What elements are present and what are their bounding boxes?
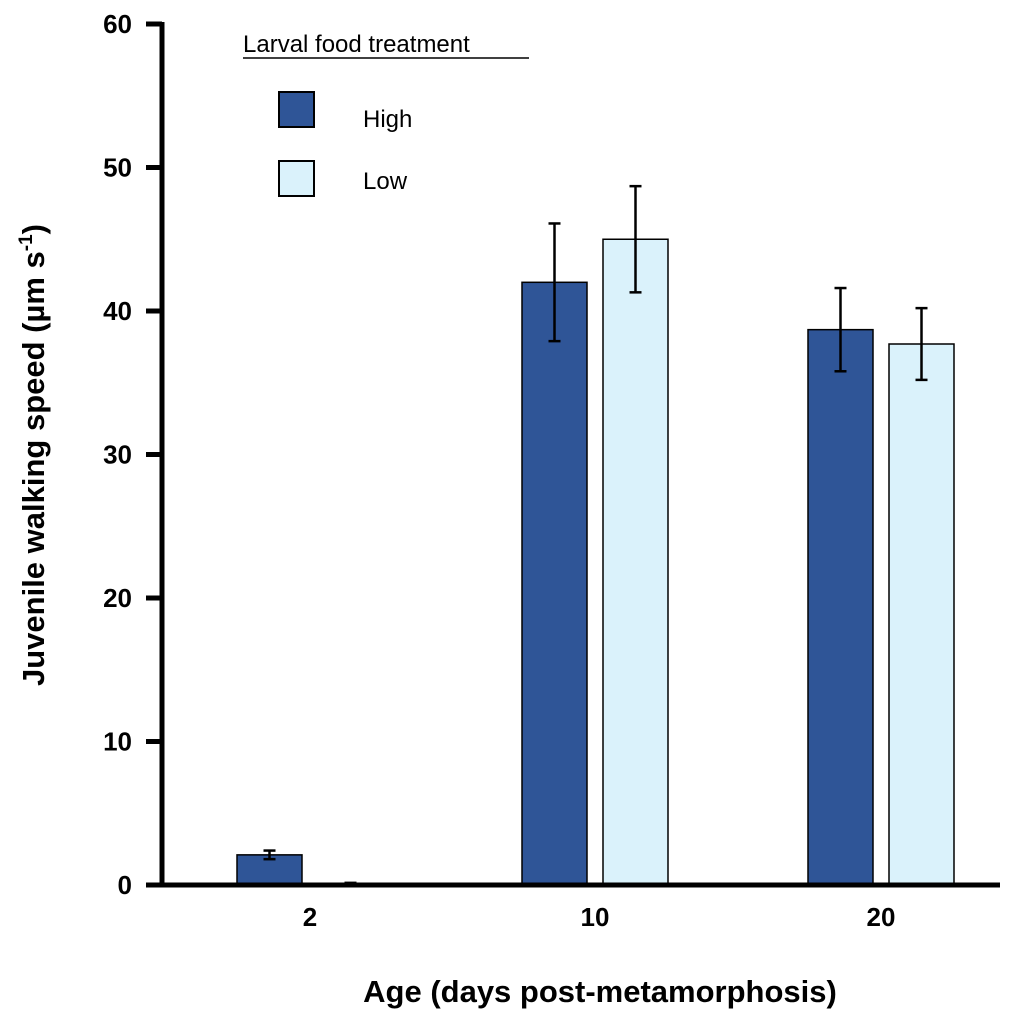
- x-tick-label: 10: [581, 902, 610, 932]
- y-axis-title-close: ): [16, 224, 51, 234]
- x-tick-label: 20: [867, 902, 896, 932]
- legend-title: Larval food treatment: [243, 31, 470, 58]
- legend-swatch-high: [278, 91, 315, 128]
- legend: Larval food treatment High Low: [243, 31, 529, 197]
- y-tick-label: 40: [103, 296, 132, 326]
- y-ticks-group: 0 10 20 30 40 50 60: [103, 9, 162, 900]
- legend-items: High Low: [278, 91, 412, 197]
- y-tick-label: 20: [103, 583, 132, 613]
- y-tick-label: 10: [103, 727, 132, 757]
- bar-high-10: [521, 281, 588, 886]
- y-axis-title: Juvenile walking speed (µm s-1): [16, 224, 51, 686]
- y-tick-label: 0: [118, 870, 132, 900]
- x-tick-label: 2: [303, 902, 317, 932]
- bars-group: [236, 238, 955, 886]
- x-ticks-group: 2 10 20: [303, 902, 896, 932]
- bar-low-10: [602, 238, 669, 886]
- y-axis-title-main: Juvenile walking speed (µm s: [16, 251, 51, 686]
- legend-label-low: Low: [363, 168, 408, 195]
- legend-label-high: High: [363, 106, 412, 133]
- bar-low-20: [888, 343, 955, 886]
- y-tick-label: 60: [103, 9, 132, 39]
- bar-high-20: [807, 328, 874, 886]
- y-tick-label: 50: [103, 153, 132, 183]
- x-axis-title: Age (days post-metamorphosis): [363, 974, 837, 1009]
- legend-swatch-low: [278, 160, 315, 197]
- y-axis-title-superscript: -1: [16, 234, 37, 251]
- y-tick-label: 30: [103, 440, 132, 470]
